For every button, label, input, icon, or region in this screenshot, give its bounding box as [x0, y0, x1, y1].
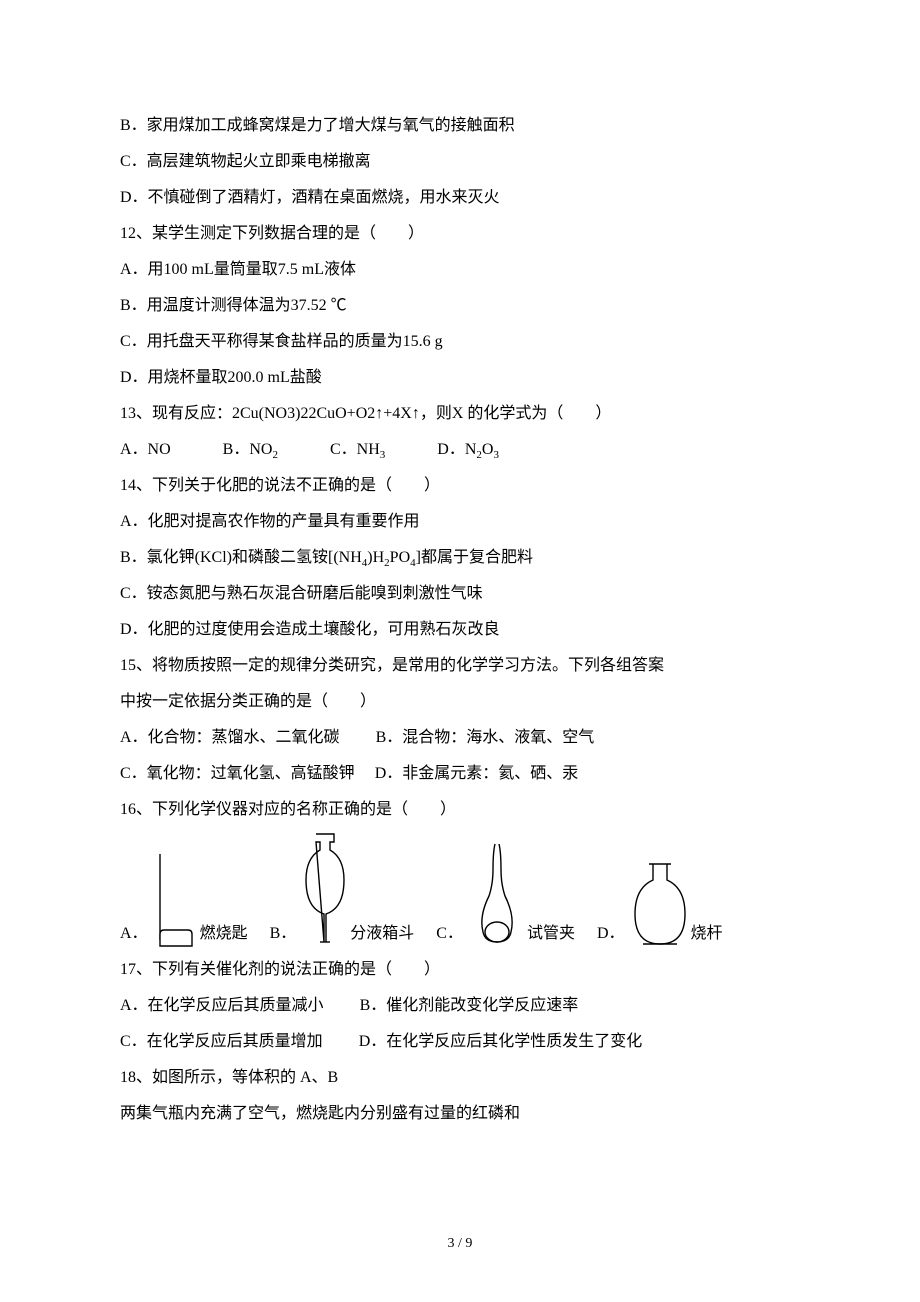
q13-opt-b: B．NO2	[223, 434, 278, 466]
q13-d-mid: O	[482, 441, 494, 458]
q14-b-m1: )H	[367, 549, 384, 566]
q13-c-sub: 3	[380, 449, 386, 461]
q16-c-text: 试管夹	[527, 918, 575, 950]
q16-c-label: C．	[436, 918, 463, 950]
q16-b-label: B．	[270, 918, 297, 950]
q15-opt-a: A．化合物：蒸馏水、二氧化碳	[120, 722, 340, 754]
q15-row2: C．氧化物：过氧化氢、高锰酸钾 D．非金属元素：氦、硒、汞	[120, 758, 800, 790]
q18-line1: 18、如图所示，等体积的 A、B	[120, 1062, 800, 1094]
q15-opt-b: B．混合物：海水、液氧、空气	[376, 722, 595, 754]
q12-opt-d: D．用烧杯量取200.0 mL盐酸	[120, 362, 800, 394]
page-footer: 3 / 9	[0, 1230, 920, 1258]
q13-opt-d: D．N2O3	[437, 434, 499, 466]
q17-opt-a: A．在化学反应后其质量减小	[120, 990, 324, 1022]
q13-d-pre: D．N	[437, 441, 476, 458]
exam-page: B．家用煤加工成蜂窝煤是力了增大煤与氧气的接触面积 C．高层建筑物起火立即乘电梯…	[0, 0, 920, 1302]
q14-stem: 14、下列关于化肥的说法不正确的是（ ）	[120, 470, 800, 502]
q13-options: A．NO B．NO2 C．NH3 D．N2O3	[120, 434, 800, 466]
round-flask-icon	[629, 860, 691, 950]
q18-line2: 两集气瓶内充满了空气，燃烧匙内分别盛有过量的红磷和	[120, 1098, 800, 1130]
q14-opt-a: A．化肥对提高农作物的产量具有重要作用	[120, 506, 800, 538]
q17-opt-b: B．催化剂能改变化学反应速率	[360, 990, 579, 1022]
crucible-tongs-icon	[467, 840, 527, 950]
q16-a-text: 燃烧匙	[200, 918, 248, 950]
separating-funnel-icon	[300, 830, 350, 950]
q17-row2: C．在化学反应后其质量增加 D．在化学反应后其化学性质发生了变化	[120, 1026, 800, 1058]
q15-opt-d: D．非金属元素：氦、硒、汞	[375, 758, 579, 790]
q17-opt-d: D．在化学反应后其化学性质发生了变化	[359, 1026, 643, 1058]
q15-opt-c: C．氧化物：过氧化氢、高锰酸钾	[120, 758, 355, 790]
combustion-spoon-icon	[152, 850, 200, 950]
q16-d-text: 烧杆	[691, 918, 723, 950]
q12-opt-a: A．用100 mL量筒量取7.5 mL液体	[120, 254, 800, 286]
q16-b-text: 分液箱斗	[350, 918, 414, 950]
q14-b-m2: PO	[390, 549, 410, 566]
q16-d-label: D．	[597, 918, 625, 950]
q16-a-label: A．	[120, 918, 148, 950]
q12-stem: 12、某学生测定下列数据合理的是（ ）	[120, 218, 800, 250]
q14-opt-d: D．化肥的过度使用会造成土壤酸化，可用熟石灰改良	[120, 614, 800, 646]
q15-stem-2: 中按一定依据分类正确的是（ ）	[120, 686, 800, 718]
q14-b-post: ]都属于复合肥料	[416, 549, 533, 566]
q14-opt-b: B．氯化钾(KCl)和磷酸二氢铵[(NH4)H2PO4]都属于复合肥料	[120, 542, 800, 574]
q17-stem: 17、下列有关催化剂的说法正确的是（ ）	[120, 954, 800, 986]
q13-b-pre: B．NO	[223, 441, 273, 458]
q13-stem: 13、现有反应：2Cu(NO3)22CuO+O2↑+4X↑，则X 的化学式为（ …	[120, 398, 800, 430]
q11-opt-b: B．家用煤加工成蜂窝煤是力了增大煤与氧气的接触面积	[120, 110, 800, 142]
q15-stem-1: 15、将物质按照一定的规律分类研究，是常用的化学学习方法。下列各组答案	[120, 650, 800, 682]
q13-opt-c: C．NH3	[330, 434, 385, 466]
q15-row1: A．化合物：蒸馏水、二氧化碳 B．混合物：海水、液氧、空气	[120, 722, 800, 754]
q11-opt-c: C．高层建筑物起火立即乘电梯撤离	[120, 146, 800, 178]
q13-b-sub: 2	[272, 449, 278, 461]
q12-opt-b: B．用温度计测得体温为37.52 ℃	[120, 290, 800, 322]
q11-opt-d: D．不慎碰倒了酒精灯，酒精在桌面燃烧，用水来灭火	[120, 182, 800, 214]
q13-c-pre: C．NH	[330, 441, 380, 458]
q14-opt-c: C．铵态氮肥与熟石灰混合研磨后能嗅到刺激性气味	[120, 578, 800, 610]
q16-stem: 16、下列化学仪器对应的名称正确的是（ ）	[120, 794, 800, 826]
q14-b-pre: B．氯化钾(KCl)和磷酸二氢铵[(NH	[120, 549, 362, 566]
q12-opt-c: C．用托盘天平称得某食盐样品的质量为15.6 g	[120, 326, 800, 358]
q16-options: A． 燃烧匙 B． 分液箱斗 C． 试管夹 D．	[120, 830, 800, 950]
q17-row1: A．在化学反应后其质量减小 B．催化剂能改变化学反应速率	[120, 990, 800, 1022]
q13-d-s2: 3	[493, 449, 499, 461]
q13-opt-a: A．NO	[120, 434, 171, 466]
q17-opt-c: C．在化学反应后其质量增加	[120, 1026, 323, 1058]
